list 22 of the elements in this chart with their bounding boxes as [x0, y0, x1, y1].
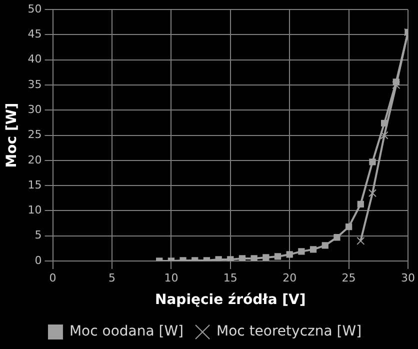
y-tick-label: 35: [28, 78, 42, 91]
y-tick-label: 5: [34, 228, 42, 242]
y-tick-label: 40: [28, 52, 42, 66]
y-tick-label: 50: [28, 2, 42, 16]
x-tick-label: 10: [164, 271, 178, 284]
legend-label: Moc oodana [W]: [69, 324, 184, 340]
x-tick-label: 5: [108, 271, 116, 284]
x-tick-label: 0: [49, 271, 56, 284]
x-tick-label: 25: [342, 271, 356, 284]
y-tick-label: 30: [28, 103, 42, 116]
x-tick-label: 30: [401, 271, 415, 284]
y-tick-label: 20: [28, 153, 42, 166]
x-axis-title: Napięcie źródła [V]: [155, 292, 306, 308]
y-tick-label: 0: [34, 254, 42, 267]
x-tick-label: 20: [282, 271, 297, 284]
x-tick-label: 15: [223, 271, 238, 284]
y-tick-label: 15: [28, 178, 42, 192]
y-tick-label: 45: [28, 28, 42, 41]
legend-label: Moc teoretyczna [W]: [216, 324, 362, 340]
y-tick-label: 10: [28, 204, 42, 217]
y-axis-title: Moc [W]: [4, 102, 20, 168]
y-tick-label: 25: [28, 128, 42, 142]
